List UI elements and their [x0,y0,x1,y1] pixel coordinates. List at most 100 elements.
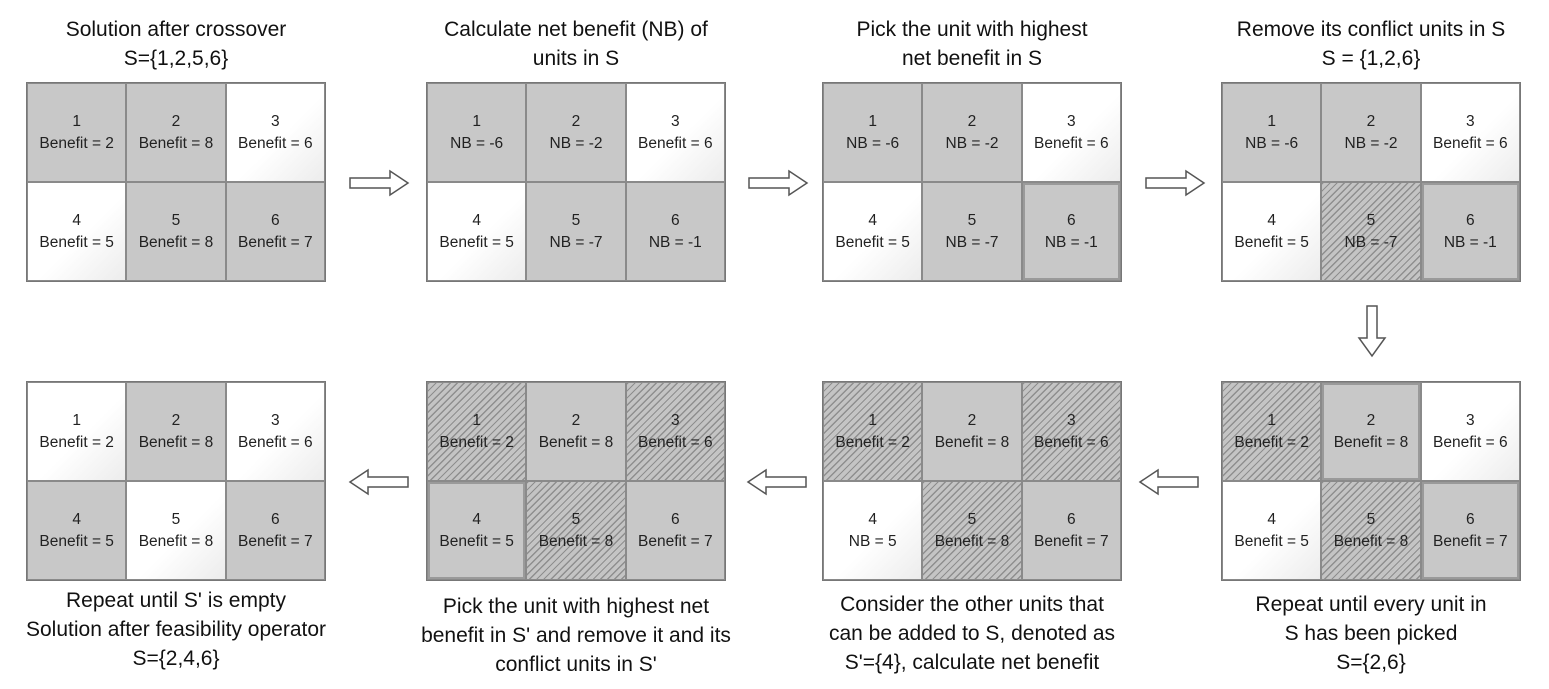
unit-number: 1 [1267,112,1276,130]
caption-line: S={2,4,6} [132,647,220,670]
unit-cell-1: 1 Benefit = 2 [823,382,923,481]
unit-cell-5: 5 Benefit = 8 [526,481,626,580]
unit-value: NB = -7 [1344,233,1398,251]
unit-value: Benefit = 5 [439,532,514,550]
panel-5-caption: Repeat until every unit in S has been pi… [1191,590,1549,677]
unit-cell-1: 1 NB = -6 [823,83,923,182]
unit-cell-6: 6 Benefit = 7 [625,481,725,580]
unit-cell-2: 2 Benefit = 8 [126,83,226,182]
unit-number: 3 [1067,112,1076,130]
panel-4-caption: Remove its conflict units in S S = {1,2,… [1191,15,1549,73]
unit-cell-1: 1 NB = -6 [427,83,527,182]
unit-cell-3: 3 Benefit = 6 [1420,382,1520,481]
unit-value: NB = -2 [549,134,603,152]
unit-number: 2 [1366,112,1376,130]
unit-number: 3 [271,112,280,130]
unit-cell-4: 4 Benefit = 5 [27,481,127,580]
unit-value: Benefit = 6 [1034,134,1109,152]
unit-cell-1: 1 NB = -6 [1222,83,1322,182]
unit-cell-2: 2 Benefit = 8 [1321,382,1421,481]
unit-number: 2 [967,112,977,130]
unit-value: Benefit = 2 [835,433,910,451]
unit-value: Benefit = 5 [39,532,114,550]
caption-line: Repeat until S' is empty [66,589,286,612]
unit-cell-6: 6 Benefit = 7 [1420,481,1520,580]
unit-value: Benefit = 8 [934,433,1010,451]
unit-number: 4 [72,211,81,229]
unit-cell-5: 5 NB = -7 [1321,182,1421,281]
unit-number: 6 [1067,211,1076,229]
panel-6-caption: Consider the other units that can be add… [792,590,1152,677]
panel-7-caption: Pick the unit with highest net benefit i… [396,592,756,679]
unit-value: Benefit = 8 [538,433,614,451]
unit-value: NB = -6 [1245,134,1299,152]
unit-number: 4 [1267,510,1276,528]
unit-cell-2: 2 NB = -2 [1321,83,1421,182]
unit-value: Benefit = 2 [39,134,114,152]
unit-value: Benefit = 7 [238,532,313,550]
unit-cell-5: 5 NB = -7 [526,182,626,281]
unit-cell-1: 1 Benefit = 2 [427,382,527,481]
unit-value: Benefit = 7 [1034,532,1109,550]
unit-value: Benefit = 6 [1433,134,1508,152]
unit-value: Benefit = 8 [934,532,1010,550]
caption-line: net benefit in S [901,47,1043,70]
unit-number: 3 [1466,112,1475,130]
panel-1-caption: Solution after crossover S={1,2,5,6} [0,15,356,73]
unit-cell-2: 2 NB = -2 [526,83,626,182]
unit-number: 6 [1466,510,1475,528]
unit-number: 5 [1366,510,1376,528]
unit-cell-6: 6 NB = -1 [1420,182,1520,281]
unit-value: NB = -2 [1344,134,1398,152]
unit-cell-6: 6 NB = -1 [625,182,725,281]
unit-value: Benefit = 8 [138,134,214,152]
unit-cell-6: 6 Benefit = 7 [225,481,325,580]
flow-arrow-right-icon [349,169,410,197]
unit-value: Benefit = 6 [638,433,713,451]
unit-cell-4: 4 Benefit = 5 [27,182,127,281]
flow-arrow-down-icon [1357,305,1387,358]
unit-number: 5 [967,510,977,528]
unit-cell-2: 2 Benefit = 8 [126,382,226,481]
unit-cell-1: 1 Benefit = 2 [27,382,127,481]
unit-cell-2: 2 Benefit = 8 [526,382,626,481]
unit-number: 2 [571,411,581,429]
flow-arrow-left-icon [746,468,807,496]
caption-line: Solution after feasibility operator [26,618,326,641]
caption-line: S has been picked [1284,622,1458,645]
flow-arrow-right-icon [748,169,809,197]
panel-5-grid: 1 Benefit = 2 2 Benefit = 8 3 Benefit = 6 4… [1221,381,1521,581]
unit-number: 4 [868,510,877,528]
unit-value: Benefit = 6 [638,134,713,152]
unit-value: NB = -1 [1443,233,1497,251]
unit-value: Benefit = 5 [439,233,514,251]
unit-number: 4 [72,510,81,528]
unit-value: NB = -2 [945,134,999,152]
unit-number: 5 [571,211,581,229]
caption-line: Consider the other units that [840,593,1104,616]
unit-number: 4 [472,510,481,528]
unit-cell-1: 1 Benefit = 2 [27,83,127,182]
panel-7-grid: 1 Benefit = 2 2 Benefit = 8 3 Benefit = 6 4… [426,381,726,581]
unit-cell-6: 6 NB = -1 [1021,182,1121,281]
unit-number: 6 [1067,510,1076,528]
unit-cell-5: 5 NB = -7 [922,182,1022,281]
caption-line: S={1,2,5,6} [123,47,229,70]
unit-cell-3: 3 Benefit = 6 [1021,83,1121,182]
unit-number: 6 [1466,211,1475,229]
unit-number: 1 [472,112,481,130]
unit-number: 6 [671,510,680,528]
unit-value: NB = -6 [450,134,504,152]
unit-value: Benefit = 8 [138,233,214,251]
panel-3-grid: 1 NB = -6 2 NB = -2 3 Benefit = 6 4 Benefit … [822,82,1122,282]
unit-number: 4 [1267,211,1276,229]
unit-number: 1 [72,112,81,130]
unit-cell-4: 4 NB = 5 [823,481,923,580]
unit-number: 5 [1366,211,1376,229]
unit-number: 3 [671,112,680,130]
unit-value: Benefit = 8 [538,532,614,550]
flow-arrow-left-icon [348,468,409,496]
unit-number: 4 [472,211,481,229]
unit-cell-4: 4 Benefit = 5 [1222,481,1322,580]
unit-number: 3 [671,411,680,429]
